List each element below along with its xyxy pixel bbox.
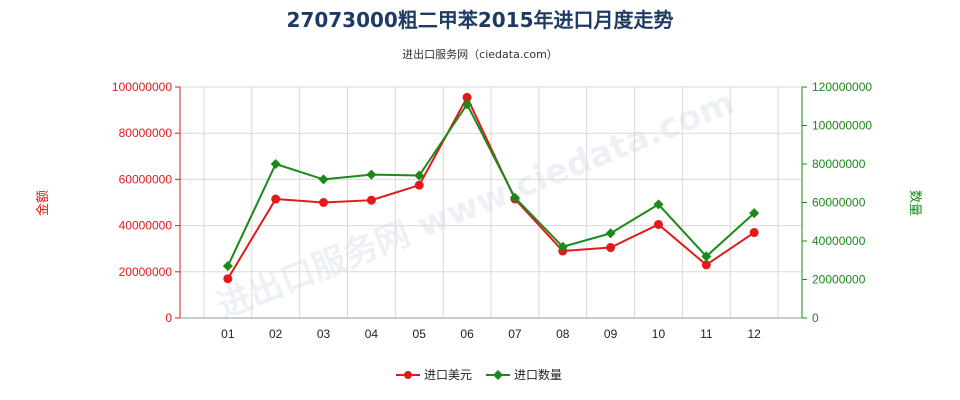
x-axis-ticks: 01 02 03 04 05 06 07 08 09 10 11 12 <box>221 327 761 341</box>
x-tick-label: 09 <box>604 327 618 341</box>
x-tick-label: 10 <box>652 327 666 341</box>
left-tick-label: 80000000 <box>119 126 173 140</box>
data-point-0 <box>271 194 281 204</box>
data-point-0 <box>319 198 329 207</box>
left-tick-label: 60000000 <box>119 172 173 186</box>
x-tick-label: 02 <box>269 327 283 341</box>
right-tick-label: 0 <box>812 311 819 325</box>
right-axis-ticks: 0 20000000 40000000 60000000 80000000 1000000… <box>812 80 872 325</box>
data-point-1 <box>222 261 233 272</box>
right-tick-label: 40000000 <box>812 234 866 248</box>
data-point-1 <box>557 241 568 252</box>
left-tick-label: 100000000 <box>112 80 172 94</box>
left-axis-ticks: 0 20000000 40000000 60000000 80000000 1000000… <box>112 80 172 325</box>
data-point-1 <box>318 174 329 185</box>
legend-label-quantity: 进口数量 <box>514 367 562 382</box>
right-tick-label: 100000000 <box>812 119 872 133</box>
grid-lines <box>180 86 802 318</box>
axes <box>175 86 807 319</box>
data-point-0 <box>462 92 472 102</box>
data-point-1 <box>701 251 712 262</box>
left-axis-label: 金额 <box>35 190 51 216</box>
right-tick-label: 120000000 <box>812 80 872 94</box>
x-tick-label: 08 <box>556 327 570 341</box>
x-tick-label: 03 <box>317 327 331 341</box>
data-point-1 <box>462 99 473 110</box>
data-point-1 <box>270 159 281 169</box>
x-tick-label: 07 <box>508 327 522 341</box>
x-tick-label: 06 <box>460 327 474 341</box>
data-point-1 <box>605 228 616 239</box>
data-point-1 <box>366 169 377 180</box>
legend-marker-usd <box>404 371 412 379</box>
series-layer <box>222 92 760 284</box>
series-line-0 <box>226 95 755 280</box>
right-tick-label: 80000000 <box>812 157 866 171</box>
chart-title: 27073000粗二甲苯2015年进口月度走势 <box>287 8 674 32</box>
right-tick-label: 20000000 <box>812 273 866 287</box>
data-point-0 <box>414 180 424 190</box>
right-tick-label: 60000000 <box>812 196 866 210</box>
data-point-1 <box>749 208 760 219</box>
legend-item-quantity[interactable]: 进口数量 <box>486 367 562 382</box>
chart-subtitle: 进出口服务网（ciedata.com） <box>402 47 558 61</box>
data-point-0 <box>653 219 663 229</box>
left-tick-label: 20000000 <box>119 265 173 279</box>
x-tick-label: 11 <box>700 327 713 341</box>
data-point-0 <box>366 195 376 205</box>
legend-label-usd: 进口美元 <box>424 368 472 382</box>
data-point-1 <box>653 199 664 210</box>
x-tick-label: 12 <box>747 327 761 341</box>
legend-marker-quantity <box>493 370 503 380</box>
series-line-1 <box>226 102 755 267</box>
x-tick-label: 04 <box>365 327 379 341</box>
left-tick-label: 40000000 <box>119 219 173 233</box>
legend-item-usd[interactable]: 进口美元 <box>396 368 472 382</box>
data-point-0 <box>701 260 711 270</box>
x-tick-label: 01 <box>221 327 235 341</box>
x-tick-label: 05 <box>413 327 427 341</box>
left-tick-label: 0 <box>165 311 172 325</box>
data-point-1 <box>509 192 520 203</box>
legend: 进口美元 进口数量 <box>396 367 562 382</box>
right-axis-label: 数量 <box>907 190 922 216</box>
data-point-0 <box>606 243 616 253</box>
data-point-1 <box>414 170 425 181</box>
data-point-0 <box>749 228 759 238</box>
data-point-0 <box>223 274 233 284</box>
